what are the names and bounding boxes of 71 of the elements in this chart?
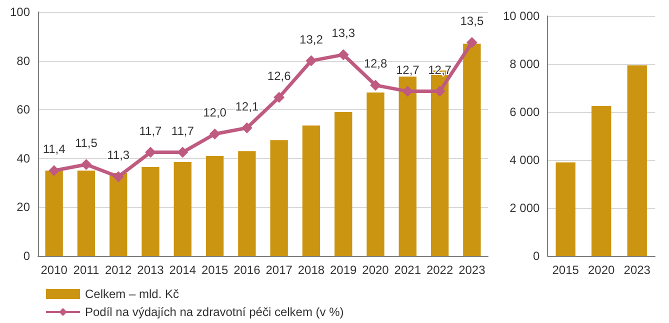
bar [142, 166, 160, 256]
data-label: 11,4 [42, 142, 66, 156]
y-tick-label: 40 [16, 151, 30, 166]
bar [556, 162, 576, 256]
data-label: 12,7 [396, 62, 420, 77]
bar [463, 44, 481, 256]
bar [592, 106, 612, 256]
bar [366, 92, 384, 256]
data-label: 12,1 [235, 99, 259, 114]
x-tick-label: 2010 [40, 263, 68, 277]
bar [270, 140, 288, 256]
y-tick-label: 0 [533, 249, 540, 263]
x-tick-label: 2021 [394, 263, 422, 277]
y-tick-label: 8 000 [510, 57, 540, 71]
x-tick-label: 2020 [588, 263, 616, 277]
y-tick-label: 10 000 [503, 9, 540, 23]
bar [77, 170, 96, 256]
x-tick-label: 2015 [552, 263, 580, 277]
bar [627, 65, 647, 256]
y-tick-label: 6 000 [510, 105, 540, 119]
point [112, 171, 124, 182]
x-tick-label: 2018 [298, 263, 325, 277]
bar [174, 162, 192, 256]
point [80, 159, 92, 170]
data-label: 11,5 [74, 136, 98, 150]
x-tick-label: 2011 [73, 263, 100, 277]
y-tick-label: 2 000 [510, 201, 540, 215]
x-tick-label: 2020 [362, 263, 390, 277]
data-label: 12,6 [267, 68, 292, 83]
legend-label: Podíl na výdajích na zdravotní péči celkem (v %) [85, 305, 344, 319]
data-label: 11,3 [107, 148, 130, 162]
point [209, 128, 220, 140]
point [48, 165, 60, 176]
data-label: 13,2 [300, 32, 324, 46]
bar [302, 125, 320, 256]
data-label: 12,8 [364, 56, 388, 71]
x-tick-label: 2012 [105, 263, 132, 277]
legend-label: Celkem – mld. Kč [85, 287, 180, 301]
point [466, 37, 478, 48]
bar [206, 156, 224, 256]
point [274, 92, 285, 103]
data-label: 12,0 [203, 106, 227, 120]
bar [45, 170, 63, 256]
y-tick-label: 80 [16, 54, 30, 68]
bar [110, 173, 128, 256]
data-label: 13,5 [460, 14, 484, 28]
x-tick-label: 2013 [137, 263, 164, 277]
x-tick-label: 2014 [169, 263, 196, 277]
x-tick-label: 2022 [426, 263, 454, 277]
x-tick-label: 2016 [234, 263, 261, 277]
point [241, 122, 252, 134]
y-tick-label: 100 [10, 5, 30, 19]
x-tick-label: 2023 [624, 263, 651, 277]
y-tick-label: 0 [23, 249, 30, 263]
bar [334, 112, 352, 256]
bar [238, 151, 256, 256]
y-tick-label: 20 [16, 200, 30, 214]
point [370, 80, 381, 91]
bar [398, 76, 416, 256]
x-tick-label: 2017 [266, 263, 293, 277]
point [145, 146, 156, 158]
y-tick-label: 60 [16, 102, 30, 117]
data-label: 11,7 [139, 124, 162, 138]
point [306, 55, 317, 66]
x-tick-label: 2015 [201, 263, 228, 277]
data-label: 11,7 [171, 124, 194, 138]
point [338, 49, 349, 60]
x-tick-label: 2023 [458, 263, 486, 277]
data-label: 13,3 [332, 26, 356, 40]
y-tick-label: 4 000 [510, 153, 540, 167]
x-tick-label: 2019 [330, 263, 358, 277]
